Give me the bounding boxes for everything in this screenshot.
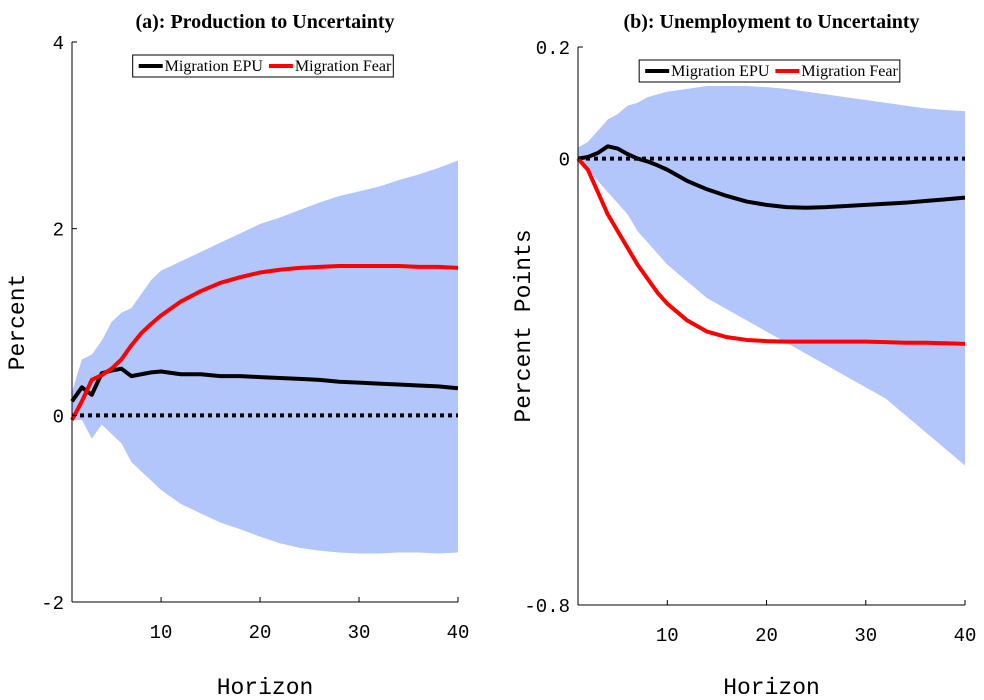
y-tick-label: 2 (53, 220, 64, 242)
x-tick-label: 40 (954, 625, 977, 647)
x-axis-label: Horizon (217, 675, 314, 700)
x-axis-label: Horizon (723, 675, 820, 700)
y-tick-label: -2 (41, 593, 64, 615)
legend: Migration EPU Migration Fear (638, 59, 901, 83)
series-line (576, 157, 966, 346)
x-tick-label: 10 (656, 625, 679, 647)
y-axis-label: Percent Points (511, 229, 537, 422)
legend-label: Migration Fear (801, 63, 898, 80)
legend-label: Migration Fear (295, 58, 392, 75)
legend: Migration EPU Migration Fear (132, 54, 394, 78)
chart-title: (b): Unemployment to Uncertainty (623, 11, 919, 33)
x-tick-label: 40 (447, 622, 470, 644)
legend-box (132, 54, 394, 78)
confidence-band (578, 86, 965, 466)
x-tick-label: 10 (150, 622, 173, 644)
confidence-band (72, 160, 458, 554)
legend-label: Migration EPU (165, 58, 264, 75)
y-tick-label: 0.2 (536, 38, 570, 60)
y-tick-label: 4 (53, 33, 64, 55)
y-tick-label: -0.8 (524, 596, 570, 618)
series-line (70, 264, 459, 421)
y-tick-label: 0 (559, 150, 570, 172)
series-line (577, 144, 966, 210)
x-tick-label: 30 (854, 625, 877, 647)
y-axis-label: Percent (5, 274, 31, 371)
legend-box (638, 59, 901, 83)
x-tick-label: 20 (249, 622, 272, 644)
legend-label: Migration EPU (671, 63, 770, 80)
x-tick-label: 20 (755, 625, 778, 647)
chart-title: (a): Production to Uncertainty (135, 11, 394, 33)
y-tick-label: 0 (53, 406, 64, 428)
x-tick-label: 30 (348, 622, 371, 644)
